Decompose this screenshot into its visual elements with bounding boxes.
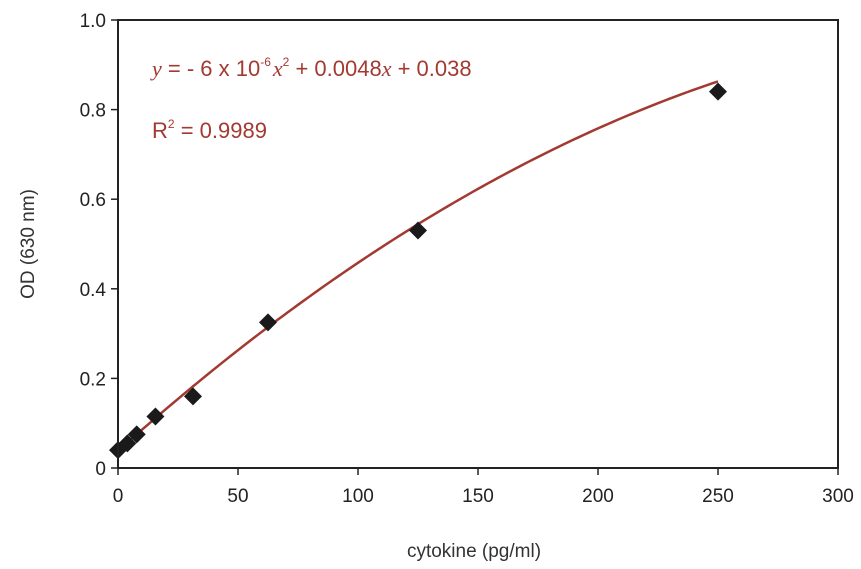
- equation-x-var2: x: [381, 56, 392, 81]
- y-tick-label: 0: [95, 459, 106, 480]
- y-tick-label: 0.4: [80, 280, 107, 301]
- x-tick-label: 0: [113, 486, 124, 507]
- fit-equation: y = - 6 x 10-6x2 + 0.0048x + 0.038: [150, 55, 472, 81]
- data-points: [109, 82, 727, 460]
- y-axis-ticks: 0 0.2 0.4 0.6 0.8 1.0: [80, 11, 118, 480]
- x-tick-label: 100: [342, 486, 374, 507]
- data-point-diamond: [709, 82, 727, 101]
- plot-frame: [117, 19, 839, 469]
- equation-part3: + 0.038: [391, 56, 471, 81]
- equation-square: 2: [283, 55, 290, 69]
- x-tick-label: 250: [702, 486, 734, 507]
- x-tick-label: 200: [582, 486, 614, 507]
- y-tick-label: 1.0: [80, 11, 106, 32]
- data-point-diamond: [184, 387, 202, 406]
- data-point-diamond: [409, 221, 427, 240]
- data-point-diamond: [146, 407, 165, 426]
- y-tick-label: 0.8: [80, 101, 106, 122]
- data-point-diamond: [118, 434, 137, 453]
- data-point-diamond: [127, 425, 146, 444]
- r-squared-value: = 0.9989: [175, 118, 267, 143]
- equation-part1: = - 6 x 10: [162, 56, 260, 81]
- x-axis-label: cytokine (pg/ml): [407, 541, 541, 562]
- y-tick-label: 0.6: [80, 190, 106, 211]
- r-squared-sq: 2: [168, 117, 175, 131]
- equation-exponent: -6: [260, 55, 271, 69]
- r-squared-r: R: [152, 118, 168, 143]
- equation-x-var1: x: [272, 56, 283, 81]
- x-tick-label: 150: [462, 486, 494, 507]
- y-axis-label: OD (630 nm): [18, 189, 39, 299]
- x-tick-label: 50: [227, 486, 248, 507]
- equation-y-var: y: [150, 56, 162, 81]
- data-point-diamond: [259, 313, 277, 332]
- r-squared-label: R2 = 0.9989: [152, 117, 267, 143]
- equation-part2: + 0.0048: [289, 56, 381, 81]
- y-tick-label: 0.2: [80, 369, 106, 390]
- x-axis-ticks: 0 50 100 150 200 250 300: [113, 468, 854, 507]
- x-tick-label: 300: [822, 486, 854, 507]
